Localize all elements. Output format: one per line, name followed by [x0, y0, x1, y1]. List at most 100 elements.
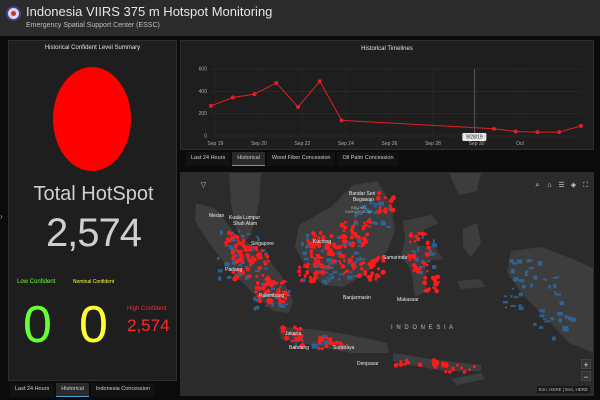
hotspot-marker [376, 267, 381, 271]
tab-timeline-last-24-hours[interactable]: Last 24 Hours [186, 152, 231, 166]
concession-area [421, 234, 424, 239]
list-icon[interactable]: ☰ [558, 182, 565, 189]
hotspot-marker [433, 279, 438, 284]
hotspot-marker [331, 242, 337, 248]
concession-area [552, 336, 556, 341]
concession-area [353, 261, 358, 264]
hotspot-marker [361, 261, 366, 265]
concession-area [517, 259, 523, 264]
hotspot-marker [316, 242, 322, 248]
hotspot-marker [266, 298, 271, 303]
zoom-out-button[interactable]: − [581, 371, 591, 382]
hotspot-marker [338, 341, 343, 347]
layers-icon[interactable]: ◈ [570, 182, 577, 189]
hotspot-marker [312, 245, 316, 249]
hotspot-marker [431, 362, 436, 367]
home-icon[interactable]: ⌂ [547, 182, 552, 189]
concession-area [386, 225, 391, 228]
hotspot-marker [370, 271, 375, 276]
fullscreen-icon[interactable]: ⛶ [583, 182, 588, 189]
hotspot-marker [310, 251, 313, 255]
timeline-data-point [513, 129, 518, 134]
concession-area [510, 269, 515, 274]
search-icon[interactable]: ⌕ [535, 182, 540, 189]
hotspot-marker [256, 294, 262, 299]
concession-area [363, 207, 369, 211]
hotspot-marker [240, 267, 243, 271]
label-palembang: Palembang [259, 293, 285, 299]
hotspot-marker [327, 337, 333, 343]
concession-area [250, 249, 254, 252]
hotspot-map[interactable]: Bandar Seri Begawan BRUNEI DARUSSALAM Ku… [180, 172, 594, 396]
hotspot-marker [347, 257, 350, 261]
concession-area [301, 241, 304, 246]
hotspot-marker [252, 257, 257, 262]
hotspot-marker [303, 275, 307, 279]
concession-area [255, 305, 260, 310]
concession-area [237, 272, 242, 277]
java-island [279, 327, 389, 353]
papua-island [507, 247, 593, 353]
hotspot-marker [351, 224, 356, 229]
expand-panel-arrow-icon[interactable]: › [0, 212, 3, 221]
concession-area [378, 203, 381, 207]
concession-area [228, 267, 232, 271]
hotspot-marker [374, 273, 380, 278]
hotspot-marker [356, 274, 359, 278]
concession-area [224, 262, 230, 267]
concession-area [226, 275, 232, 279]
hotspot-marker [339, 347, 343, 351]
concession-area [330, 275, 335, 280]
low-confident-value: 0 [23, 296, 52, 354]
hotspot-marker [369, 262, 372, 265]
concession-area [302, 251, 307, 256]
concession-area [240, 234, 245, 238]
hotspot-marker [343, 244, 348, 249]
hotspot-marker [411, 263, 417, 268]
app-title: Indonesia VIIRS 375 m Hotspot Monitoring [26, 4, 273, 19]
hotspot-marker [414, 234, 419, 239]
map-canvas[interactable]: Bandar Seri Begawan BRUNEI DARUSSALAM Ku… [181, 173, 594, 396]
concession-area [217, 276, 222, 281]
zoom-in-button[interactable]: + [581, 359, 591, 370]
concession-area [519, 278, 525, 283]
hotspot-marker [356, 235, 361, 239]
hotspot-marker [416, 237, 421, 242]
hotspot-marker [317, 346, 321, 351]
hotspot-marker [309, 254, 314, 259]
tab-oil-palm-concession[interactable]: Oil Palm Concession [337, 152, 399, 166]
concession-area [253, 306, 256, 311]
concession-area [332, 270, 338, 274]
label-brunei: BRUNEI [351, 205, 366, 210]
seram-island [457, 279, 485, 289]
tab-wood-fiber-concession[interactable]: Wood Fiber Concession [266, 152, 336, 166]
concession-area [432, 239, 435, 244]
concession-area [255, 298, 260, 302]
concession-area [357, 239, 362, 244]
concession-area [227, 244, 231, 247]
tab-timeline-historical[interactable]: Historical [232, 152, 265, 166]
concession-area [238, 264, 242, 267]
concession-area [552, 277, 558, 279]
concession-area [542, 318, 547, 320]
hotspot-marker [282, 327, 286, 331]
tab-historical[interactable]: Historical [56, 383, 89, 397]
hotspot-marker [354, 219, 357, 223]
tab-indonesia-concession[interactable]: Indonesia Concession [90, 383, 155, 397]
hotspot-marker [324, 246, 330, 251]
hotspot-marker [224, 240, 228, 245]
hotspot-marker [448, 370, 452, 374]
hotspot-marker [423, 289, 427, 293]
concession-area [219, 230, 223, 235]
label-bandar-seri-begawan: Bandar Seri [349, 191, 375, 197]
hotspot-marker [388, 204, 392, 208]
tab-last-24-hours[interactable]: Last 24 Hours [10, 383, 55, 397]
concession-area [509, 259, 514, 263]
concession-area [518, 304, 522, 307]
concession-area [327, 266, 334, 269]
total-hotspot-indicator-circle [53, 67, 131, 171]
concession-area [324, 341, 327, 344]
filter-icon[interactable]: ▽ [200, 182, 207, 189]
hotspot-marker [307, 241, 312, 246]
timeline-data-point [274, 80, 279, 85]
